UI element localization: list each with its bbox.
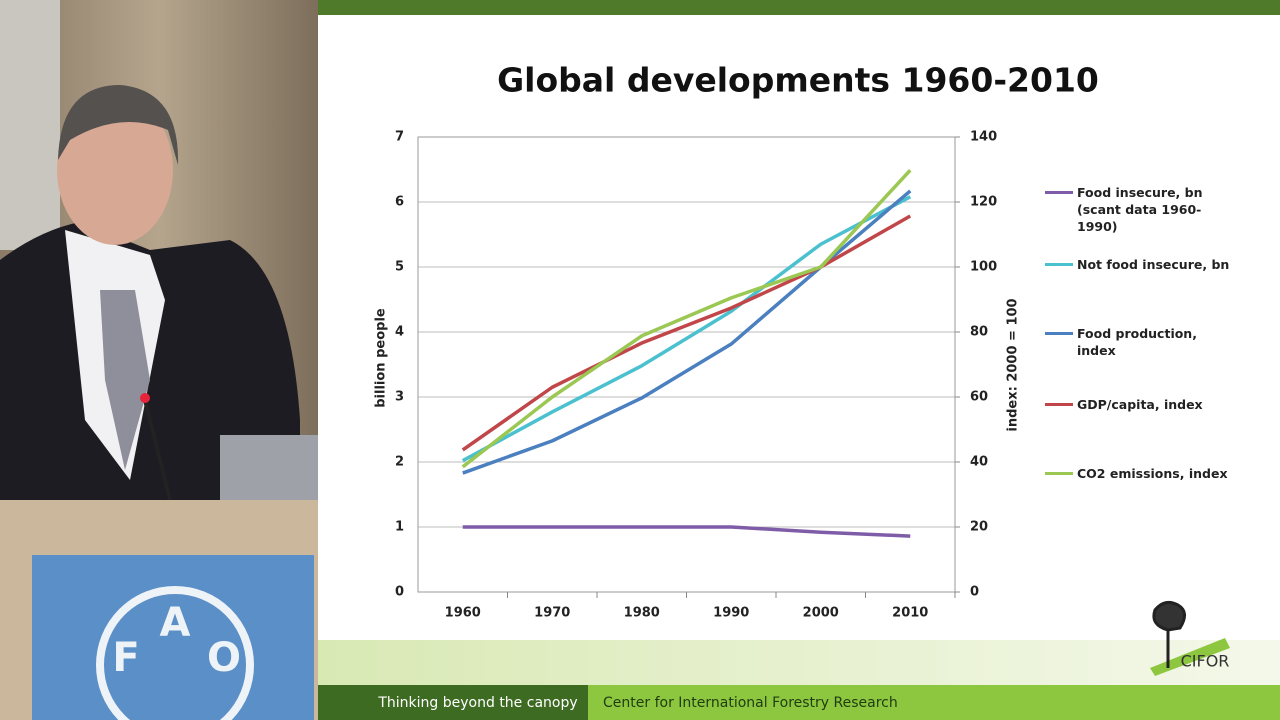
legend-swatch bbox=[1045, 403, 1073, 406]
y-tick-label: 4 bbox=[395, 325, 404, 340]
footer-right bbox=[588, 685, 1280, 720]
y2-tick-label: 100 bbox=[970, 260, 997, 275]
wall bbox=[0, 0, 60, 250]
series-line bbox=[461, 195, 912, 463]
y2-tick-label: 20 bbox=[970, 520, 988, 535]
head bbox=[57, 95, 173, 245]
legend-swatch bbox=[1045, 263, 1073, 266]
laptop bbox=[220, 435, 318, 500]
footer-left bbox=[318, 685, 588, 720]
logo-swoosh bbox=[1150, 638, 1230, 676]
x-tick-label: 2010 bbox=[892, 606, 928, 621]
legend-label: GDP/capita, index bbox=[1077, 397, 1203, 412]
footer-band bbox=[318, 640, 1280, 685]
podium-panel bbox=[32, 555, 314, 720]
y-tick-label: 6 bbox=[395, 195, 404, 210]
microphone bbox=[143, 399, 172, 501]
logo-letter: F bbox=[112, 635, 139, 681]
footer-text: Thinking beyond the canopy bbox=[377, 695, 577, 711]
legend-item: Food insecure, bn (scant data 1960-1990) bbox=[1045, 184, 1245, 235]
legend-swatch bbox=[1045, 332, 1073, 335]
y2-tick-label: 40 bbox=[970, 455, 988, 470]
legend-label: Food insecure, bn (scant data 1960-1990) bbox=[1077, 185, 1203, 234]
legend-label: Food production, index bbox=[1077, 326, 1197, 358]
series-line bbox=[461, 168, 912, 469]
logo-letter: A bbox=[160, 600, 191, 646]
legend-label: Not food insecure, bn bbox=[1077, 257, 1230, 272]
y2-axis-title: index: 2000 = 100 bbox=[1006, 298, 1021, 431]
legend-label: CO2 emissions, index bbox=[1077, 466, 1228, 481]
x-tick-label: 1960 bbox=[445, 606, 481, 621]
y-tick-label: 2 bbox=[395, 455, 404, 470]
x-tick-label: 2000 bbox=[803, 606, 839, 621]
y-tick-label: 1 bbox=[395, 520, 404, 535]
y-tick-label: 0 bbox=[395, 585, 404, 600]
slide bbox=[318, 0, 1280, 720]
legend-swatch bbox=[1045, 472, 1073, 475]
legend-item: Not food insecure, bn bbox=[1045, 256, 1245, 273]
mic-light bbox=[140, 393, 150, 403]
series-line bbox=[462, 525, 911, 538]
y2-tick-label: 0 bbox=[970, 585, 979, 600]
y2-tick-label: 120 bbox=[970, 195, 997, 210]
legend-swatch bbox=[1045, 191, 1073, 194]
hair bbox=[58, 85, 179, 165]
x-tick-label: 1970 bbox=[534, 606, 570, 621]
plot: 0 1 2 3 4 5 6 7 0 20 40 60 80 100 120 140 1960 1970 1980 19… bbox=[395, 130, 997, 621]
y-tick-label: 5 bbox=[395, 260, 404, 275]
top-bar bbox=[318, 0, 1280, 15]
legend-item: Food production, index bbox=[1045, 325, 1245, 359]
footer-text: Center for International Forestry Resear… bbox=[603, 695, 898, 711]
y-tick-label: 3 bbox=[395, 390, 404, 405]
y2-tick-label: 60 bbox=[970, 390, 988, 405]
series-line bbox=[462, 189, 912, 475]
series-line bbox=[461, 214, 912, 452]
x-tick-label: 1980 bbox=[624, 606, 660, 621]
logo-tree bbox=[1152, 600, 1186, 668]
y-axis-title: billion people bbox=[374, 308, 389, 408]
legend-item: CO2 emissions, index bbox=[1045, 465, 1245, 482]
logo-text: CIFOR bbox=[1181, 652, 1230, 671]
logo-letter: O bbox=[207, 635, 241, 681]
y2-tick-label: 80 bbox=[970, 325, 988, 340]
y-tick-label: 7 bbox=[395, 130, 404, 145]
y2-tick-label: 140 bbox=[970, 130, 997, 145]
x-tick-label: 1990 bbox=[713, 606, 749, 621]
legend-item: GDP/capita, index bbox=[1045, 396, 1245, 413]
tie bbox=[100, 290, 150, 470]
chart-title: Global developments 1960-2010 bbox=[497, 61, 1099, 100]
fao-logo bbox=[96, 586, 254, 720]
